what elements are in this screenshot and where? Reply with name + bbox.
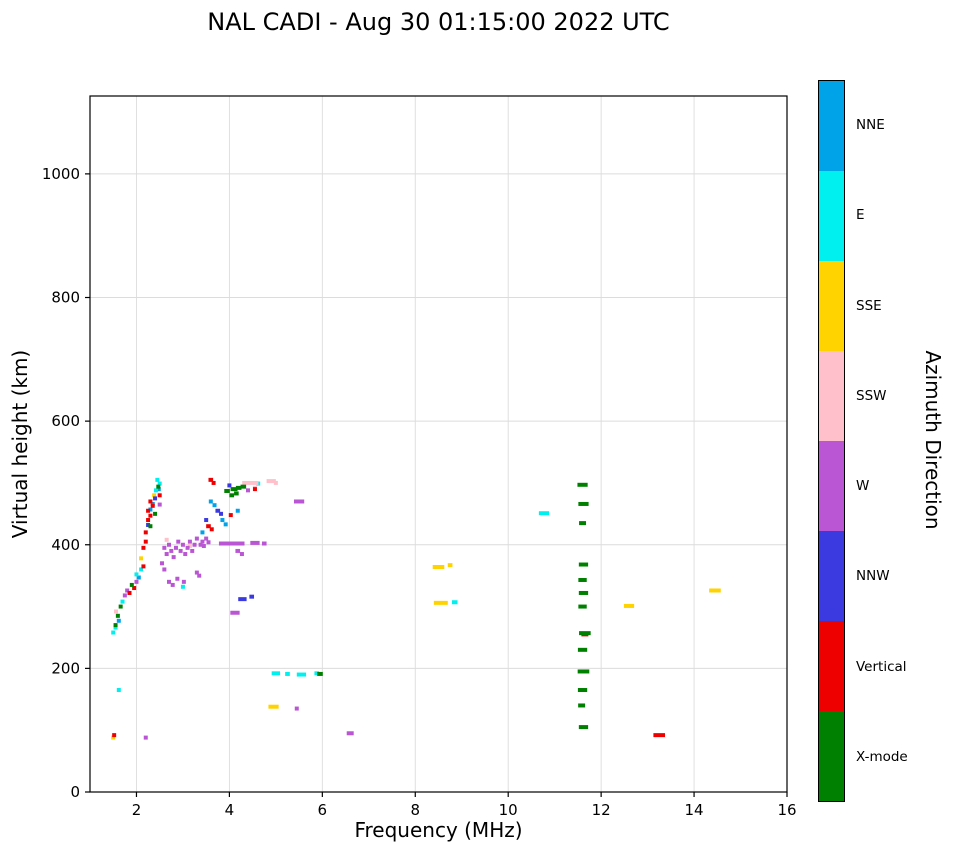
colorbar-segment-SSW (819, 351, 844, 441)
chart-title: NAL CADI - Aug 30 01:15:00 2022 UTC (207, 8, 670, 36)
colorbar-segment-SSE (819, 261, 844, 351)
y-tick-label: 400 (51, 536, 80, 554)
colorbar-label-X-mode: X-mode (856, 748, 908, 765)
x-tick-label: 2 (132, 801, 142, 819)
series-W (122, 488, 354, 740)
data-points (111, 477, 721, 740)
axes-frame (89, 95, 788, 793)
colorbar-label-NNE: NNE (856, 117, 885, 134)
colorbar-label-Vertical: Vertical (856, 658, 907, 675)
colorbar-segment-NNE (819, 81, 844, 171)
series-X-mode (113, 482, 591, 730)
series-NNE (116, 487, 240, 623)
gridlines (90, 96, 788, 793)
y-axis-label: Virtual height (km) (8, 349, 32, 539)
colorbar-label-E: E (856, 207, 865, 224)
x-tick-label: 8 (410, 801, 420, 819)
colorbar-title: Azimuth Direction (921, 350, 945, 530)
series-SSE (111, 493, 721, 740)
colorbar-segment-E (819, 171, 844, 261)
x-axis-label: Frequency (MHz) (354, 818, 523, 842)
azimuth-colorbar (818, 80, 845, 802)
y-tick-label: 600 (51, 412, 80, 430)
colorbar-segment-NNW (819, 531, 844, 621)
x-tick-label: 6 (318, 801, 328, 819)
series-E (111, 477, 550, 693)
series-NNW (146, 483, 255, 602)
colorbar-segment-Vertical (819, 621, 844, 711)
y-tick-label: 0 (70, 783, 80, 801)
y-tick-label: 200 (51, 659, 80, 677)
colorbar-segment-X-mode (819, 711, 844, 801)
colorbar-segment-W (819, 441, 844, 531)
y-tick-label: 1000 (42, 165, 80, 183)
tick-labels: 2 4 6 8 10 12 14 16 0 200 400 600 800 1000 (42, 165, 797, 819)
y-tick-label: 800 (51, 289, 80, 307)
tick-marks (85, 173, 788, 797)
colorbar-label-W: W (856, 478, 870, 495)
x-tick-label: 14 (685, 801, 704, 819)
colorbar-label-NNW: NNW (856, 568, 890, 585)
x-tick-label: 10 (499, 801, 518, 819)
x-tick-label: 16 (777, 801, 796, 819)
colorbar-label-SSW: SSW (856, 387, 887, 404)
x-tick-label: 12 (592, 801, 611, 819)
colorbar-label-SSE: SSE (856, 297, 882, 314)
x-tick-label: 4 (225, 801, 235, 819)
